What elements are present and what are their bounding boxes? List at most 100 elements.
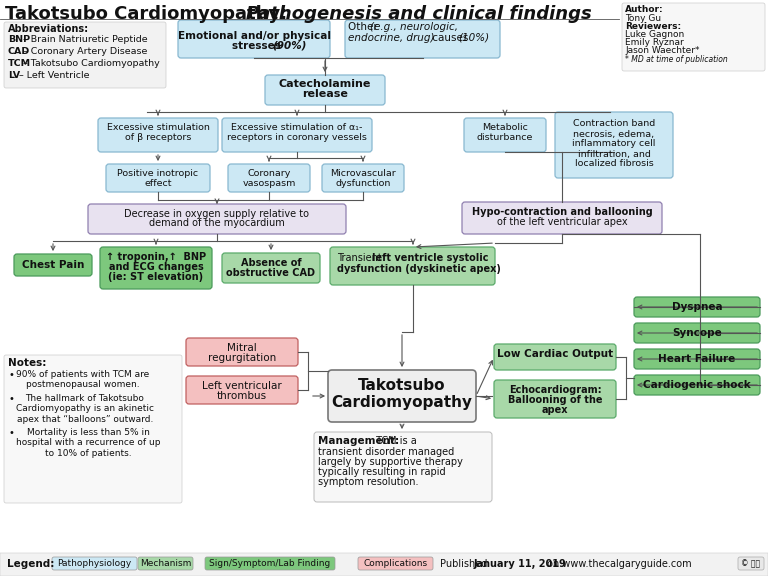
Text: symptom resolution.: symptom resolution. (318, 477, 419, 487)
Text: dysfunction: dysfunction (336, 179, 391, 188)
Text: •: • (8, 428, 14, 438)
Text: Author:: Author: (625, 5, 664, 14)
Text: Decrease in oxygen supply relative to: Decrease in oxygen supply relative to (124, 209, 310, 219)
Text: infiltration, and: infiltration, and (578, 150, 650, 158)
Text: – Coronary Artery Disease: – Coronary Artery Disease (20, 47, 147, 56)
FancyBboxPatch shape (494, 380, 616, 418)
Text: Abbreviations:: Abbreviations: (8, 24, 89, 34)
FancyBboxPatch shape (4, 355, 182, 503)
FancyBboxPatch shape (345, 20, 500, 58)
FancyBboxPatch shape (0, 553, 768, 576)
FancyBboxPatch shape (494, 344, 616, 370)
FancyBboxPatch shape (52, 557, 137, 570)
Text: dysfunction (dyskinetic apex): dysfunction (dyskinetic apex) (337, 264, 501, 274)
Text: typically resulting in rapid: typically resulting in rapid (318, 467, 445, 477)
Text: Microvascular: Microvascular (330, 169, 396, 179)
Text: Cardiomyopathy: Cardiomyopathy (332, 396, 472, 411)
Text: BNP: BNP (8, 35, 30, 44)
Text: Heart Failure: Heart Failure (658, 354, 736, 364)
Text: TCM: TCM (8, 59, 31, 68)
Text: demand of the myocardium: demand of the myocardium (149, 218, 285, 228)
FancyBboxPatch shape (634, 297, 760, 317)
Text: Mechanism: Mechanism (140, 559, 191, 568)
Text: vasospasm: vasospasm (243, 179, 296, 188)
Text: Management:: Management: (318, 436, 399, 446)
FancyBboxPatch shape (634, 375, 760, 395)
Text: Positive inotropic: Positive inotropic (118, 169, 199, 179)
Text: largely by supportive therapy: largely by supportive therapy (318, 457, 463, 467)
Text: Echocardiogram:: Echocardiogram: (508, 385, 601, 395)
Text: stresses: stresses (232, 41, 284, 51)
Text: on www.thecalgaryguide.com: on www.thecalgaryguide.com (544, 559, 692, 569)
Text: – Brain Natriuretic Peptide: – Brain Natriuretic Peptide (20, 35, 148, 44)
Text: •: • (8, 394, 14, 404)
Text: obstructive CAD: obstructive CAD (227, 268, 316, 278)
Text: CAD: CAD (8, 47, 30, 56)
Text: (e.g., neurologic,: (e.g., neurologic, (370, 22, 458, 32)
FancyBboxPatch shape (358, 557, 433, 570)
Text: Notes:: Notes: (8, 358, 46, 368)
FancyBboxPatch shape (265, 75, 385, 105)
Text: – Left Ventricle: – Left Ventricle (16, 71, 90, 80)
Text: thrombus: thrombus (217, 391, 267, 401)
FancyBboxPatch shape (98, 118, 218, 152)
Text: Metabolic: Metabolic (482, 123, 528, 132)
Text: necrosis, edema,: necrosis, edema, (574, 130, 654, 138)
Text: Catecholamine: Catecholamine (279, 79, 371, 89)
Text: Absence of: Absence of (240, 258, 301, 268)
Text: Contraction band: Contraction band (573, 119, 655, 128)
Text: of the left ventricular apex: of the left ventricular apex (497, 217, 627, 227)
Text: Hypo-contraction and ballooning: Hypo-contraction and ballooning (472, 207, 652, 217)
FancyBboxPatch shape (328, 370, 476, 422)
Text: © ⓈⓄ: © ⓈⓄ (741, 559, 760, 568)
FancyBboxPatch shape (330, 247, 495, 285)
Text: receptors in coronary vessels: receptors in coronary vessels (227, 134, 367, 142)
Text: and ECG changes: and ECG changes (108, 262, 204, 272)
FancyBboxPatch shape (322, 164, 404, 192)
FancyBboxPatch shape (228, 164, 310, 192)
Text: Left ventricular: Left ventricular (202, 381, 282, 391)
Text: ↑ troponin,↑  BNP: ↑ troponin,↑ BNP (106, 252, 206, 262)
FancyBboxPatch shape (634, 349, 760, 369)
Text: causes: causes (429, 33, 472, 43)
Text: Syncope: Syncope (672, 328, 722, 338)
Text: of β receptors: of β receptors (125, 134, 191, 142)
FancyBboxPatch shape (634, 323, 760, 343)
Text: apex: apex (541, 405, 568, 415)
Text: disturbance: disturbance (477, 134, 533, 142)
FancyBboxPatch shape (138, 557, 193, 570)
Text: endocrine, drug): endocrine, drug) (348, 33, 435, 43)
FancyBboxPatch shape (314, 432, 492, 502)
Text: Coronary: Coronary (247, 169, 290, 179)
FancyBboxPatch shape (106, 164, 210, 192)
FancyBboxPatch shape (222, 253, 320, 283)
FancyBboxPatch shape (462, 202, 662, 234)
Text: (ie: ST elevation): (ie: ST elevation) (108, 272, 204, 282)
Text: 90% of patients with TCM are
postmenopausal women.: 90% of patients with TCM are postmenopau… (16, 370, 149, 389)
Text: Sign/Symptom/Lab Finding: Sign/Symptom/Lab Finding (210, 559, 331, 568)
Text: Emily Ryznar: Emily Ryznar (625, 38, 684, 47)
Text: – Takotsubo Cardiomyopathy: – Takotsubo Cardiomyopathy (20, 59, 160, 68)
FancyBboxPatch shape (100, 247, 212, 289)
Text: Ballooning of the: Ballooning of the (508, 395, 602, 405)
Text: Tony Gu: Tony Gu (625, 14, 661, 23)
FancyBboxPatch shape (14, 254, 92, 276)
Text: Jason Waechter*: Jason Waechter* (625, 46, 700, 55)
Text: Pathogenesis and clinical findings: Pathogenesis and clinical findings (246, 5, 592, 23)
FancyBboxPatch shape (222, 118, 372, 152)
Text: The hallmark of Takotsubo
Cardiomyopathy is an akinetic
apex that “balloons” out: The hallmark of Takotsubo Cardiomyopathy… (16, 394, 154, 424)
Text: release: release (302, 89, 348, 99)
Text: Chest Pain: Chest Pain (22, 260, 84, 270)
Text: January 11, 2019: January 11, 2019 (474, 559, 567, 569)
Text: Cardiogenic shock: Cardiogenic shock (643, 380, 751, 390)
Text: Low Cardiac Output: Low Cardiac Output (497, 349, 613, 359)
Text: localized fibrosis: localized fibrosis (574, 160, 654, 169)
Text: Takotsubo: Takotsubo (358, 378, 445, 393)
Text: transient disorder managed: transient disorder managed (318, 447, 454, 457)
Text: left ventricle systolic: left ventricle systolic (372, 253, 488, 263)
FancyBboxPatch shape (464, 118, 546, 152)
Text: Excessive stimulation of α₁-: Excessive stimulation of α₁- (231, 123, 362, 132)
FancyBboxPatch shape (88, 204, 346, 234)
Text: Luke Gagnon: Luke Gagnon (625, 30, 684, 39)
Text: TCM is a: TCM is a (373, 436, 417, 446)
